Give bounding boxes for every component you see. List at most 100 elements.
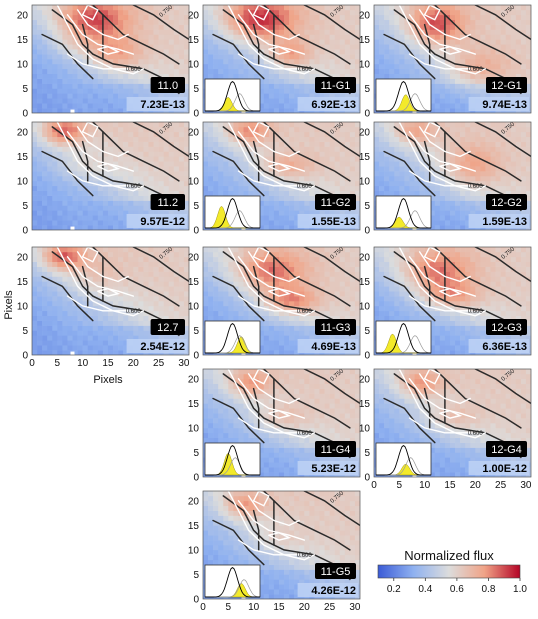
y-tick-label: 0 [22, 226, 28, 237]
panel-value-box [468, 214, 529, 228]
panel-frame [31, 4, 190, 114]
panel-label-box [486, 77, 527, 93]
y-tick-label: 15 [188, 277, 200, 288]
y-tick-label: 10 [188, 59, 200, 70]
panel-label: 11.0 [158, 80, 179, 92]
y-tick-label: 0 [193, 109, 199, 120]
panel-value: 2.54E-12 [140, 341, 185, 353]
inset-main-profile [205, 445, 260, 476]
contour-label: 0.600 [297, 184, 313, 190]
contour-white [439, 409, 463, 419]
contour-dark [423, 265, 431, 307]
y-tick-label: 15 [359, 152, 371, 163]
inset-frame [204, 564, 261, 598]
x-tick-label: 5 [226, 602, 232, 613]
contour-white [56, 122, 145, 192]
panel-frame [373, 4, 532, 114]
panel-frame [202, 121, 361, 231]
contour-white [76, 9, 129, 41]
panel-frame [373, 121, 532, 231]
contour-white [408, 295, 471, 312]
x-tick-label: 30 [178, 358, 190, 369]
panel-value: 4.69E-13 [311, 341, 356, 353]
panel-label: 12-G4 [491, 444, 522, 456]
x-tick-label: 25 [495, 480, 507, 491]
contour-label: 0.600 [468, 309, 484, 315]
contour-white [97, 287, 121, 297]
contour-white [237, 14, 305, 55]
contour-white [66, 53, 129, 70]
panel-value-box [126, 214, 187, 228]
contour-white [268, 287, 292, 297]
colorbar: Normalized flux 0.2 0.4 0.6 0.8 1.0 [377, 548, 527, 595]
y-tick-label: 0 [364, 473, 370, 484]
contour-dark [212, 33, 265, 80]
y-tick-label: 5 [22, 201, 28, 212]
contour-label: 0.600 [468, 184, 484, 190]
contour-white [252, 491, 270, 507]
y-tick-label: 15 [188, 521, 200, 532]
panel-label: 11-G3 [321, 322, 351, 334]
colorbar-ticks: 0.2 0.4 0.6 0.8 1.0 [387, 578, 527, 595]
contour-white [227, 491, 316, 561]
y-tick-label: 20 [17, 10, 29, 21]
contour-white [423, 5, 441, 21]
contour-white [66, 131, 134, 172]
contour-white [66, 14, 134, 55]
panel-value: 6.36E-13 [482, 341, 527, 353]
contour-dark [252, 387, 260, 429]
contour-white [76, 126, 129, 158]
contour-white [237, 500, 305, 541]
panel-label: 11-G1 [321, 80, 351, 92]
y-tick-label: 10 [188, 423, 200, 434]
contour-dark [263, 5, 351, 65]
contour-label: 0.600 [126, 67, 142, 73]
y-tick-label: 0 [193, 595, 199, 606]
contour-dark [383, 150, 436, 197]
contour-white [268, 45, 292, 55]
y-tick-label: 15 [359, 399, 371, 410]
inset-profile [375, 320, 432, 354]
contour-white [418, 251, 471, 283]
contour-dark [303, 491, 360, 527]
contour-dark [474, 369, 531, 405]
contour-white [408, 256, 476, 297]
y-tick-label: 20 [359, 127, 371, 138]
contour-white [247, 373, 300, 405]
x-tick-label: 5 [397, 480, 403, 491]
y-tick-label: 10 [188, 176, 200, 187]
panel-value-box [297, 97, 358, 111]
y-tick-label: 20 [188, 496, 200, 507]
contour-dark [423, 23, 431, 65]
panel-frame [31, 121, 190, 231]
panel-label: 11.2 [158, 197, 179, 209]
panel-label: 11-G5 [321, 566, 351, 578]
contour-white [252, 5, 270, 21]
contour-white [237, 539, 300, 556]
y-tick-label: 20 [359, 374, 371, 385]
colorbar-tick-label: 1.0 [513, 584, 527, 595]
x-tick-label: 25 [153, 358, 165, 369]
y-tick-label: 5 [22, 326, 28, 337]
panel-frame [202, 490, 361, 600]
y-tick-label: 0 [364, 351, 370, 362]
reference-marker [70, 226, 75, 230]
contour-white [439, 287, 463, 297]
inset-profile [375, 442, 432, 476]
y-tick-label: 0 [193, 473, 199, 484]
inset-main-profile [205, 81, 260, 112]
reference-marker [70, 109, 75, 113]
x-tick-label: 10 [248, 602, 260, 613]
panel-value: 5.23E-12 [311, 463, 356, 475]
contour-dark [212, 397, 265, 444]
panel-value: 9.74E-13 [482, 99, 527, 111]
x-tick-label: 20 [470, 480, 482, 491]
y-tick-label: 10 [17, 176, 29, 187]
